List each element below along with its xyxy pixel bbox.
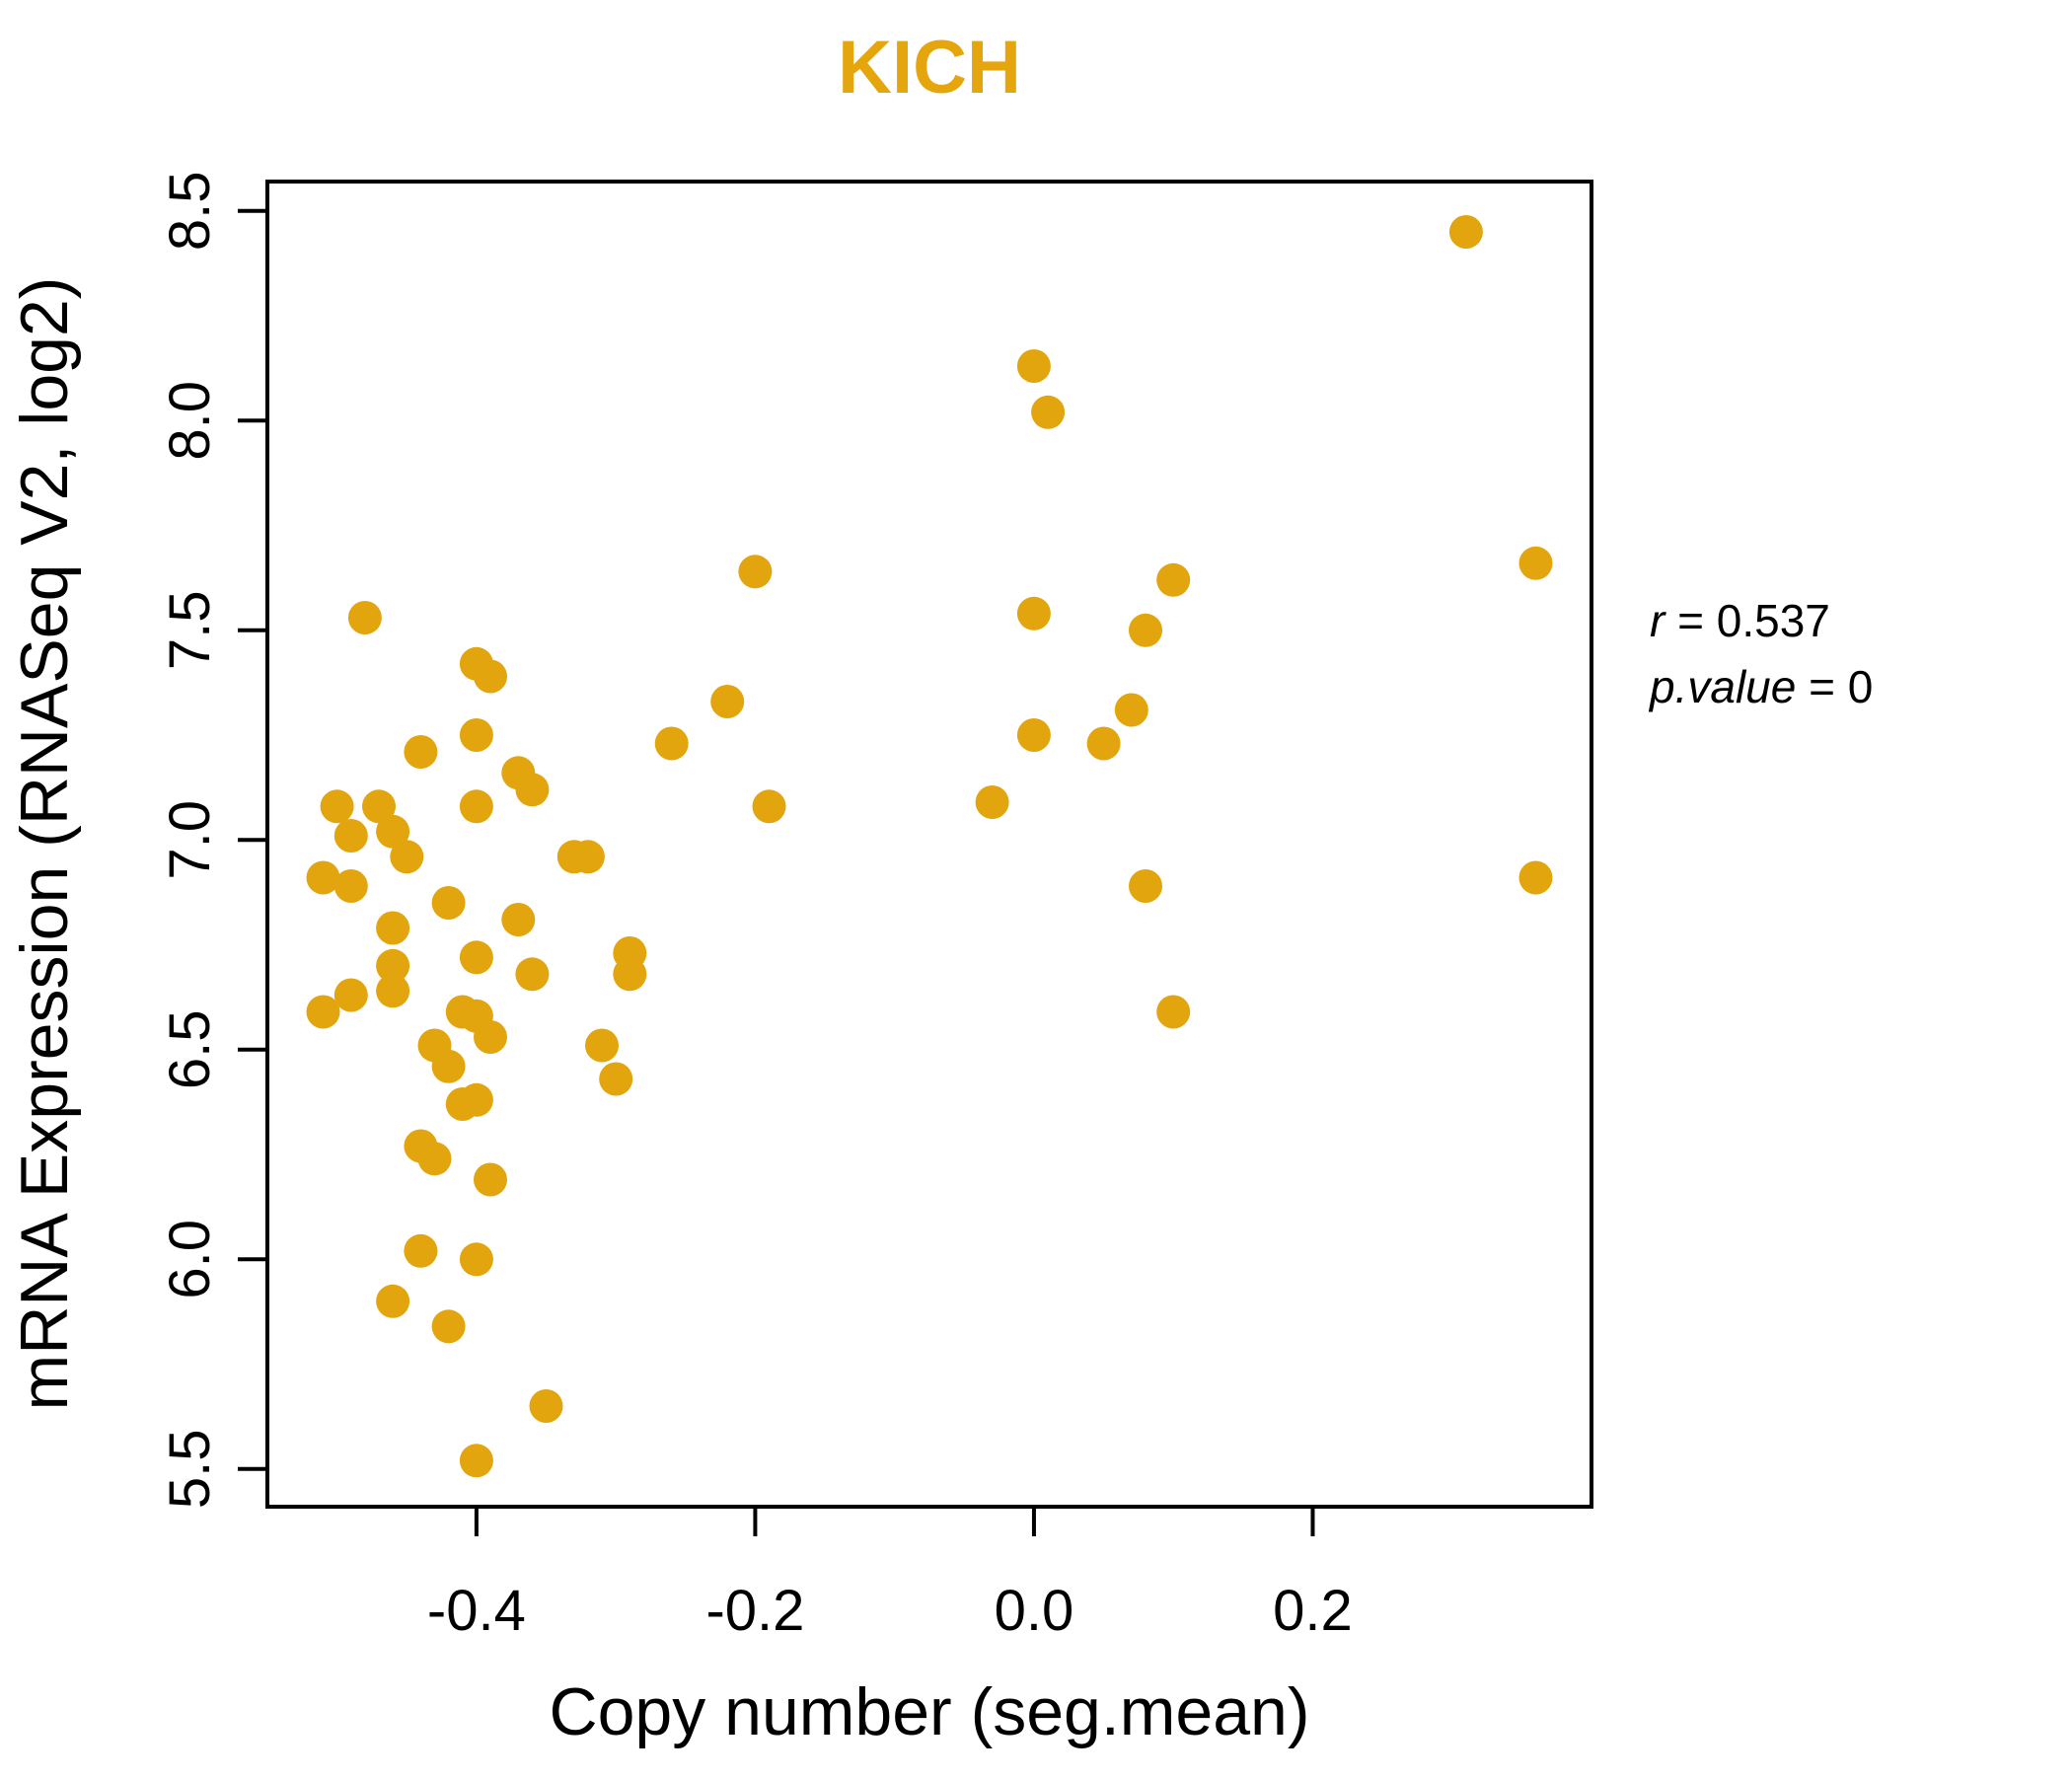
data-point: [1448, 215, 1483, 249]
x-tick-label: -0.2: [705, 1579, 804, 1643]
data-point: [306, 995, 340, 1029]
y-tick-label: 6.0: [158, 1220, 222, 1299]
data-point: [376, 948, 410, 983]
data-point: [1031, 395, 1066, 429]
data-point: [1156, 995, 1191, 1029]
data-point: [362, 789, 396, 824]
data-point: [1114, 693, 1148, 727]
data-point: [445, 1087, 480, 1121]
data-point: [1129, 869, 1162, 903]
data-point: [1016, 718, 1051, 752]
data-point: [376, 1284, 410, 1318]
data-point: [654, 726, 689, 761]
y-axis-label: mRNA Expression (RNASeq V2, log2): [7, 277, 82, 1411]
data-point: [333, 978, 368, 1012]
data-point: [529, 1389, 563, 1423]
data-point: [1016, 349, 1051, 383]
data-point: [333, 819, 368, 853]
correlation-pvalue-text: p.value = 0: [1648, 661, 1873, 712]
y-axis: 5.5 6.0 6.5 7.0 7.5 8.0 8.5: [158, 171, 267, 1509]
data-point: [1518, 860, 1553, 895]
data-point: [474, 1020, 507, 1054]
y-tick-label: 7.5: [158, 590, 222, 670]
y-tick-label: 6.5: [158, 1009, 222, 1089]
data-point: [570, 840, 605, 874]
data-point: [599, 1062, 633, 1096]
data-point: [376, 911, 410, 945]
data-point: [459, 718, 493, 752]
data-point: [376, 974, 410, 1008]
r-value: = 0.537: [1677, 595, 1830, 646]
data-point: [306, 860, 340, 895]
data-point: [404, 1233, 438, 1268]
pvalue-variable: p.value: [1648, 661, 1796, 712]
y-tick-label: 7.0: [158, 800, 222, 880]
data-point: [710, 685, 745, 718]
y-tick-label: 8.0: [158, 381, 222, 461]
data-point: [752, 789, 786, 824]
data-point: [474, 659, 507, 694]
x-tick-label: 0.2: [1273, 1579, 1353, 1643]
pvalue-value: = 0: [1809, 661, 1873, 712]
data-point: [1016, 596, 1051, 631]
data-point: [1086, 726, 1121, 761]
x-tick-label: 0.0: [995, 1579, 1074, 1643]
data-point: [431, 1049, 466, 1083]
x-tick-label: -0.4: [427, 1579, 526, 1643]
data-point: [1518, 546, 1553, 580]
x-axis: -0.4 -0.2 0.0 0.2: [427, 1507, 1353, 1643]
data-point: [459, 789, 493, 824]
data-point: [459, 1444, 493, 1478]
data-point: [1129, 613, 1162, 647]
plot-title: KICH: [838, 26, 1021, 110]
data-point: [501, 903, 536, 936]
data-point: [474, 1162, 507, 1197]
data-point: [376, 814, 410, 849]
data-point: [347, 601, 382, 634]
x-axis-label: Copy number (seg.mean): [549, 1674, 1309, 1749]
data-point: [515, 957, 550, 992]
data-point: [613, 957, 647, 992]
y-tick-label: 5.5: [158, 1429, 222, 1509]
data-point: [417, 1142, 452, 1176]
data-point: [1156, 562, 1191, 597]
data-point: [585, 1028, 619, 1063]
data-point: [333, 869, 368, 903]
y-tick-label: 8.5: [158, 171, 222, 251]
plot-box: [265, 180, 1593, 1509]
data-point: [515, 773, 550, 807]
data-point: [404, 735, 438, 769]
data-point: [975, 785, 1009, 819]
data-point: [320, 789, 354, 824]
data-points-layer: [306, 215, 1553, 1478]
data-point: [390, 840, 424, 874]
data-point: [431, 1309, 466, 1344]
data-point: [738, 555, 773, 589]
r-variable: r: [1650, 595, 1666, 646]
data-point: [459, 940, 493, 975]
data-point: [431, 886, 466, 920]
correlation-r-text: r = 0.537: [1650, 595, 1830, 646]
data-point: [459, 1242, 493, 1277]
